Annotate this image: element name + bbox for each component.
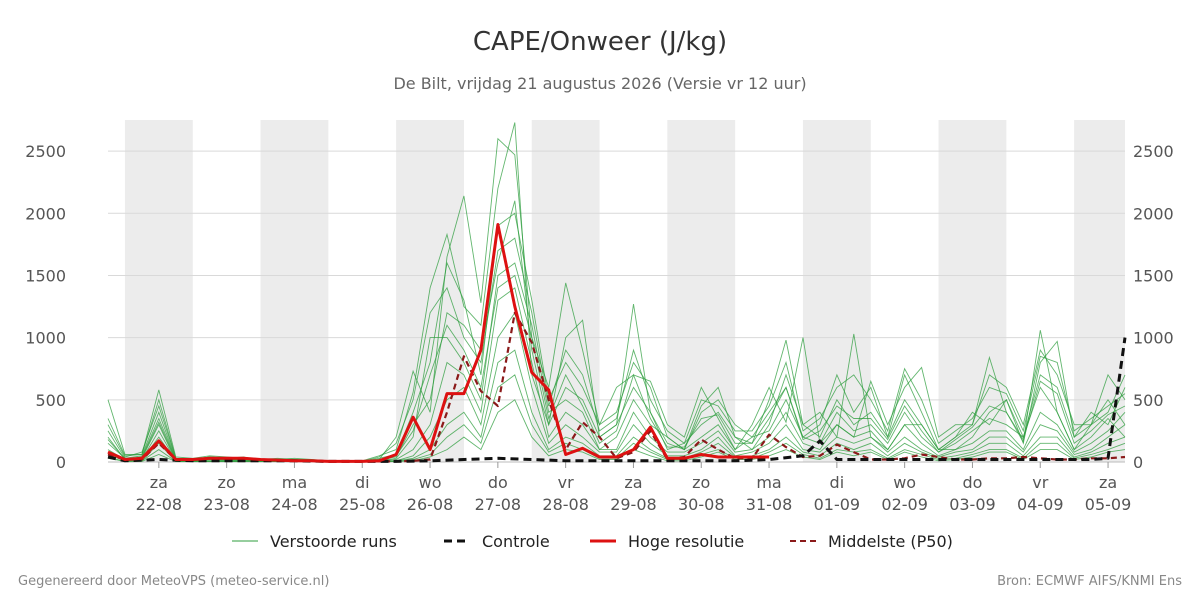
x-tick-day: ma bbox=[282, 473, 307, 492]
shaded-band-0 bbox=[124, 120, 193, 462]
x-tick-label: 03-09 bbox=[949, 495, 996, 514]
y-tick-label-left: 2500 bbox=[25, 142, 66, 161]
x-tick-label: 27-08 bbox=[475, 495, 522, 514]
footer-generated-by: Gegenereerd door MeteoVPS (meteo-service… bbox=[18, 574, 329, 589]
x-tick-label: 31-08 bbox=[746, 495, 793, 514]
x-tick-day: zo bbox=[692, 473, 710, 492]
x-tick-label: 29-08 bbox=[610, 495, 657, 514]
x-tick-day: za bbox=[624, 473, 642, 492]
y-tick-label-right: 500 bbox=[1133, 391, 1164, 410]
chart-title: CAPE/Onweer (J/kg) bbox=[473, 27, 727, 57]
x-tick-day: vr bbox=[558, 473, 574, 492]
x-tick-label: 23-08 bbox=[203, 495, 250, 514]
y-tick-label-left: 2000 bbox=[25, 204, 66, 223]
x-tick-label: 24-08 bbox=[271, 495, 318, 514]
y-tick-label-right: 0 bbox=[1133, 453, 1143, 472]
y-tick-label-right: 2000 bbox=[1133, 204, 1174, 223]
weekend-shading bbox=[124, 120, 1125, 462]
y-tick-label-left: 500 bbox=[35, 391, 66, 410]
x-tick-label: 01-09 bbox=[814, 495, 861, 514]
series-line-hoge-resolutie bbox=[107, 223, 770, 463]
ensemble-run-line-0 bbox=[107, 137, 1126, 462]
shaded-band-5 bbox=[802, 120, 871, 462]
x-tick-day: ma bbox=[756, 473, 781, 492]
shaded-band-6 bbox=[938, 120, 1007, 462]
x-tick-day: do bbox=[962, 473, 982, 492]
x-tick-day: wo bbox=[893, 473, 916, 492]
x-tick-day: za bbox=[150, 473, 168, 492]
legend-item-hires: Hoge resolutie bbox=[590, 532, 744, 551]
x-tick-day: vr bbox=[1032, 473, 1048, 492]
x-tick-day: di bbox=[830, 473, 845, 492]
shaded-band-4 bbox=[667, 120, 736, 462]
x-tick-label: 02-09 bbox=[881, 495, 928, 514]
legend: Verstoorde runs Controle Hoge resolutie … bbox=[232, 532, 953, 551]
y-tick-label-right: 2500 bbox=[1133, 142, 1174, 161]
y-tick-label-left: 1000 bbox=[25, 329, 66, 348]
x-tick-label: 28-08 bbox=[542, 495, 589, 514]
y-axis-right: 0 500 1000 1500 2000 2500 bbox=[1133, 142, 1174, 472]
legend-item-p50: Middelste (P50) bbox=[790, 532, 953, 551]
x-tick-day: di bbox=[355, 473, 370, 492]
footer-source: Bron: ECMWF AIFS/KNMI Ens bbox=[997, 574, 1182, 589]
x-tick-day: zo bbox=[218, 473, 236, 492]
x-axis: za 22-08 zo 23-08 ma 24-08 di 25-08 wo 26-08 do 27-… bbox=[136, 462, 1132, 514]
legend-item-perturbed: Verstoorde runs bbox=[232, 532, 397, 551]
x-tick-label: 05-09 bbox=[1085, 495, 1132, 514]
shaded-band-1 bbox=[260, 120, 329, 462]
legend-label-perturbed: Verstoorde runs bbox=[270, 532, 397, 551]
y-tick-label-left: 1500 bbox=[25, 266, 66, 285]
x-tick-label: 26-08 bbox=[407, 495, 454, 514]
y-tick-label-left: 0 bbox=[56, 453, 66, 472]
main-series bbox=[107, 223, 1127, 463]
shaded-band-3 bbox=[531, 120, 600, 462]
x-tick-label: 04-09 bbox=[1017, 495, 1064, 514]
y-tick-label-right: 1000 bbox=[1133, 329, 1174, 348]
x-tick-day: do bbox=[488, 473, 508, 492]
x-tick-label: 22-08 bbox=[136, 495, 183, 514]
shaded-band-7 bbox=[1074, 120, 1125, 462]
chart-subtitle: De Bilt, vrijdag 21 augustus 2026 (Versi… bbox=[393, 74, 806, 93]
x-tick-day: za bbox=[1099, 473, 1117, 492]
y-axis-left: 0 500 1000 1500 2000 2500 bbox=[25, 142, 66, 472]
x-tick-label: 25-08 bbox=[339, 495, 386, 514]
legend-label-hires: Hoge resolutie bbox=[628, 532, 744, 551]
x-tick-label: 30-08 bbox=[678, 495, 725, 514]
y-tick-label-right: 1500 bbox=[1133, 266, 1174, 285]
legend-label-control: Controle bbox=[482, 532, 550, 551]
legend-label-p50: Middelste (P50) bbox=[828, 532, 953, 551]
x-tick-day: wo bbox=[419, 473, 442, 492]
legend-item-control: Controle bbox=[444, 532, 550, 551]
